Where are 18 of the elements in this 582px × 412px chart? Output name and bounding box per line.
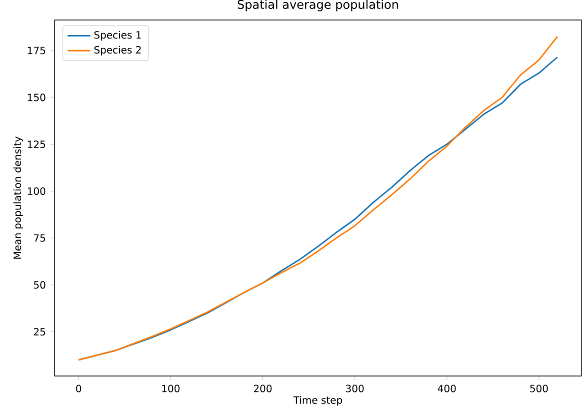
x-tick-label: 400	[438, 384, 456, 392]
y-tick-label: 75	[34, 234, 46, 242]
y-tick-label: 175	[28, 46, 46, 54]
x-tick-label: 100	[162, 384, 180, 392]
chart-title: Spatial average population	[238, 0, 398, 12]
y-tick-label: 125	[28, 140, 46, 148]
legend-label: Species 2	[94, 46, 141, 56]
x-tick-label: 500	[530, 384, 548, 392]
y-tick-label: 50	[34, 281, 46, 289]
y-tick-label: 100	[28, 187, 46, 195]
y-tick-label: 150	[28, 94, 46, 102]
x-tick-label: 200	[254, 384, 272, 392]
y-tick-label: 25	[34, 328, 46, 336]
x-tick-label: 0	[76, 384, 82, 392]
x-tick-label: 300	[346, 384, 364, 392]
legend-label: Species 1	[94, 30, 141, 41]
x-axis-title: Time step	[293, 396, 342, 406]
y-axis-title: Mean population density	[13, 136, 24, 259]
